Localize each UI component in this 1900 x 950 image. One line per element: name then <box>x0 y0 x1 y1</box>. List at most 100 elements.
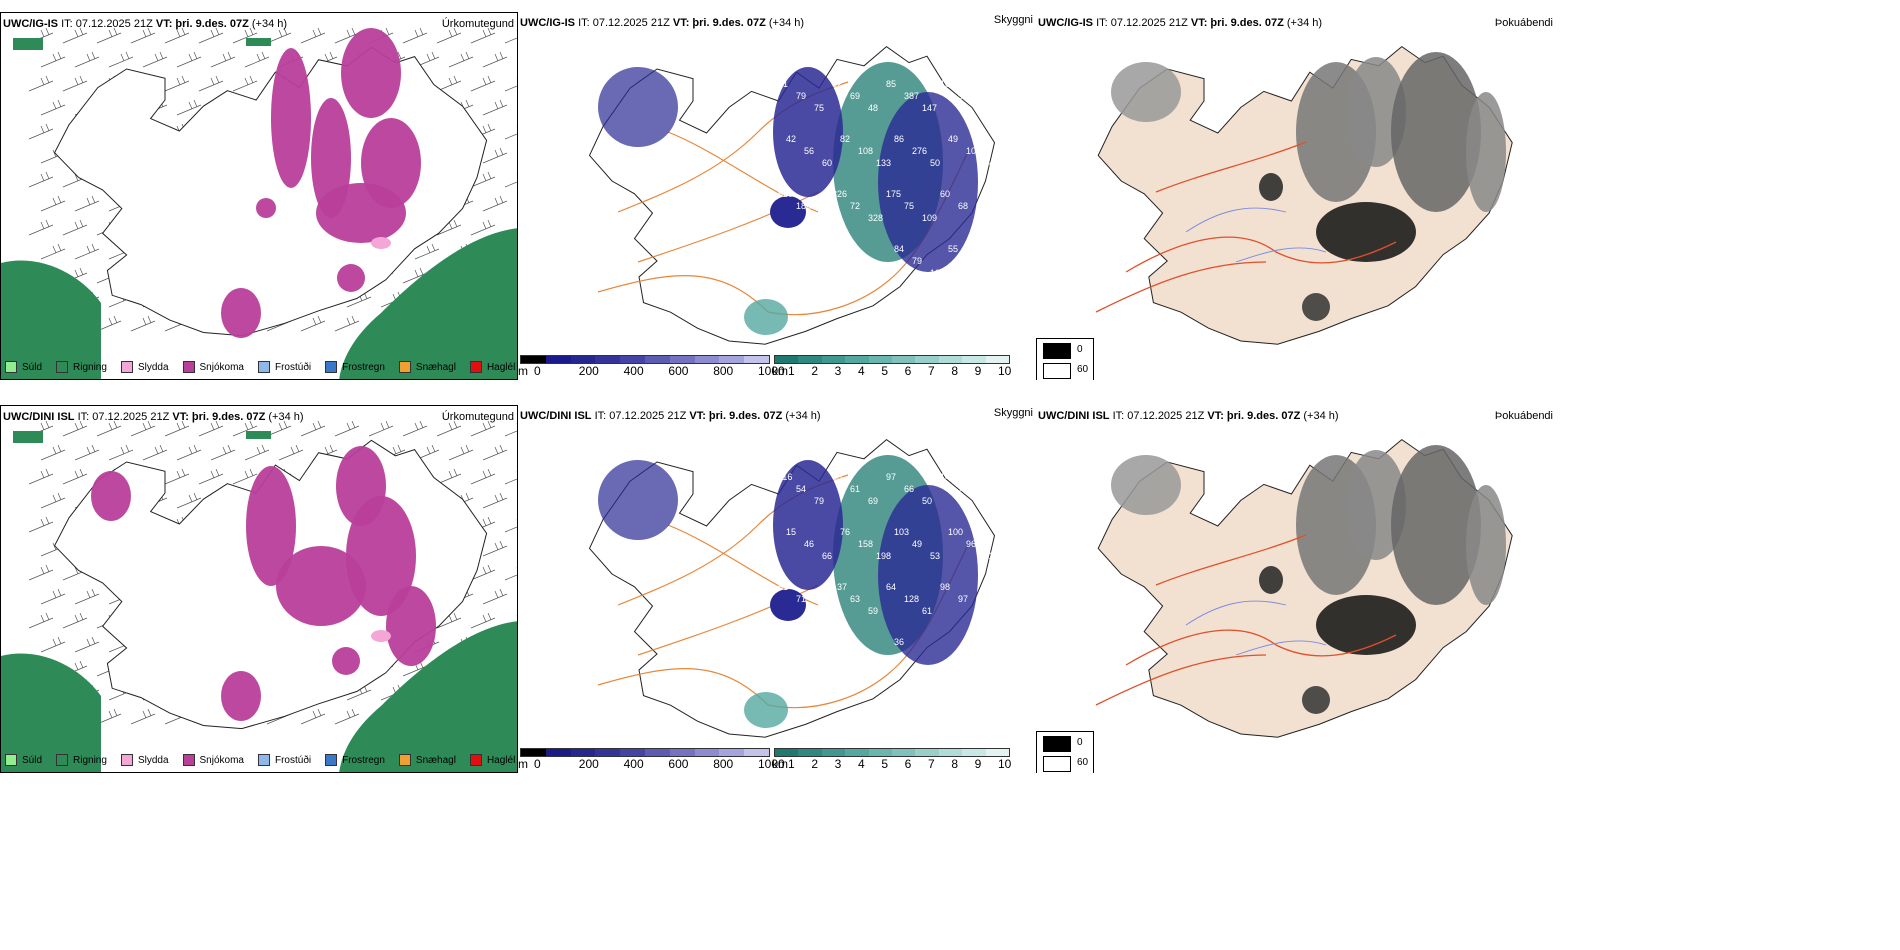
precip-legend-item: Slydda <box>120 754 169 766</box>
colorbar-swatch <box>719 749 745 756</box>
cloud-base-value: 108 <box>858 146 873 156</box>
cloud-base-value: 61 <box>922 606 932 616</box>
cloud-base-value: 387 <box>904 91 919 101</box>
cloud-base-colorbar: m 0 200 400 600 800 1000 <box>518 748 785 772</box>
cloud-base-value: 49 <box>912 539 922 549</box>
legend-swatch <box>325 754 338 766</box>
legend-swatch <box>120 754 133 766</box>
precip-legend-item: Rigning <box>56 361 107 373</box>
panel-title: Þokuábendi <box>1494 17 1553 29</box>
colorbar-swatch <box>915 749 939 756</box>
cloud-base-value: 63 <box>850 594 860 604</box>
panel-header: UWC/IG-IS IT: 07.12.2025 21Z VT: þri. 9.… <box>520 17 805 29</box>
colorbar-tick: 10 <box>998 757 1012 771</box>
colorbar-tick: 2 <box>811 757 819 771</box>
precip-legend-item: Slydda <box>120 361 169 373</box>
panel-header: UWC/DINI ISL IT: 07.12.2025 21Z VT: þri.… <box>3 411 304 423</box>
colorbar-tick: 400 <box>623 757 644 771</box>
cloud-base-value: 116 <box>778 472 792 482</box>
colorbar-swatch <box>521 749 546 756</box>
colorbar-tick: 600 <box>668 757 689 771</box>
colorbar-swatch <box>744 356 769 363</box>
cloud-base-value: 36 <box>894 637 904 647</box>
colorbar-swatch <box>868 749 893 756</box>
colorbar-swatch <box>938 356 963 363</box>
cloud-base-value: 103 <box>894 527 909 537</box>
colorbar-tick: 3 <box>834 364 842 378</box>
cloud-base-value: 11 <box>814 213 823 223</box>
precip-panel-bottom: UWC/DINI ISL IT: 07.12.2025 21Z VT: þri.… <box>0 405 518 773</box>
cloud-base-value: 54 <box>796 484 806 494</box>
cloud-base-value: 68 <box>822 661 832 671</box>
cloud-base-value: 63 <box>858 256 868 266</box>
cloud-base-value: 109 <box>922 213 937 223</box>
legend-label: Rigning <box>73 754 107 766</box>
legend-label: Frostregn <box>342 361 385 373</box>
cloud-base-value: 92 <box>832 79 842 89</box>
cloud-base-value: 147 <box>922 103 937 113</box>
legend-label: Slydda <box>137 361 169 373</box>
colorbar-tick: 8 <box>951 364 959 378</box>
colorbar-tick: 200 <box>578 757 599 771</box>
colorbar-swatch <box>845 749 869 756</box>
precip-legend-item: Snæhagl <box>398 754 456 766</box>
colorbar-swatch <box>892 749 916 756</box>
legend-label: Snæhagl <box>415 361 456 373</box>
cloud-base-value: 97 <box>886 472 896 482</box>
colorbar-swatch <box>620 749 645 756</box>
colorbar-swatch <box>521 356 546 363</box>
cloud-base-value: 108 <box>940 79 955 89</box>
cloud-base-value: 276 <box>912 146 927 156</box>
visibility-map-top: 8179759269488538714710856374256608210813… <box>518 12 1036 352</box>
cloud-base-value: 106 <box>976 213 991 223</box>
cloud-base-value: 125 <box>876 268 891 278</box>
colorbar-tick: 800 <box>713 757 734 771</box>
colorbar-swatch <box>821 356 846 363</box>
legend-swatch <box>325 361 338 373</box>
cloud-base-value: 84 <box>894 244 904 254</box>
precip-legend-item: Frostregn <box>325 754 385 766</box>
colorbar-tick: 3 <box>834 757 842 771</box>
legend-swatch <box>257 361 270 373</box>
legend-swatch <box>56 754 69 766</box>
cloud-base-value: 118 <box>984 551 998 561</box>
legend-label: Súld <box>22 754 43 766</box>
colorbar-tick: 4 <box>858 757 865 771</box>
colorbar-tick: 8 <box>951 757 959 771</box>
legend-label: Frostregn <box>342 754 385 766</box>
legend-label: Snjókoma <box>199 754 244 766</box>
colorbar-unit: m <box>518 364 528 378</box>
colorbar-tick: 7 <box>928 364 935 378</box>
fog-key: 0 60 <box>1036 731 1094 773</box>
colorbar-tick: 10 <box>998 364 1012 378</box>
colorbar-tick: 1000 <box>758 757 785 771</box>
precip-legend-item: Snjókoma <box>182 361 244 373</box>
cloud-base-value: 87 <box>786 637 796 647</box>
colorbar-swatch <box>644 749 670 756</box>
colorbar-swatch <box>962 749 986 756</box>
colorbar-tick: 1000 <box>758 364 785 378</box>
cloud-base-value: 326 <box>832 189 847 199</box>
cloud-base-value: 69 <box>868 496 878 506</box>
legend-swatch <box>5 361 17 373</box>
colorbar-swatch <box>545 356 571 363</box>
colorbar-tick: 800 <box>713 364 734 378</box>
cloud-base-value: 48 <box>868 103 878 113</box>
cloud-base-value: 86 <box>786 244 796 254</box>
cloud-base-value: 103 <box>966 146 981 156</box>
precip-legend-item: Haglél <box>469 361 515 373</box>
cloud-base-value: 117 <box>876 661 890 671</box>
cloud-base-value: 86 <box>894 134 904 144</box>
legend-label: Snæhagl <box>415 754 456 766</box>
legend-label: Rigning <box>73 361 107 373</box>
colorbar-unit: m <box>518 757 528 771</box>
cloud-base-colorbar: m 0 200 400 600 800 1000 <box>518 355 785 379</box>
fog-panel-top: UWC/IG-IS IT: 07.12.2025 21Z VT: þri. 9.… <box>1036 12 1556 380</box>
cloud-base-value: 69 <box>850 91 860 101</box>
panel-header: UWC/DINI ISL IT: 07.12.2025 21Z VT: þri.… <box>520 410 821 422</box>
colorbar-swatch <box>744 749 769 756</box>
cloud-base-value: 71 <box>796 594 806 604</box>
cloud-base-value: 79 <box>796 91 806 101</box>
colorbar-swatch <box>845 356 869 363</box>
cloud-base-value: 158 <box>858 539 873 549</box>
